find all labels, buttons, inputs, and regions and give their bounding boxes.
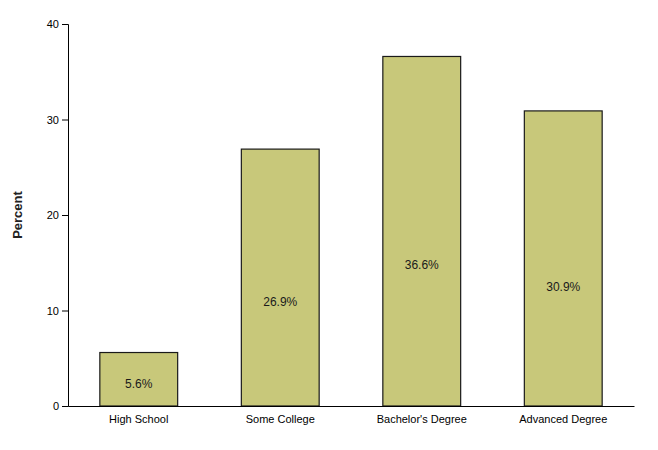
x-tick-label: Advanced Degree: [519, 413, 607, 425]
x-axis: High School Some College Bachelor's Degree…: [69, 407, 635, 425]
y-tick-label: 40: [47, 18, 59, 30]
y-tick: 20: [47, 209, 68, 221]
y-tick-label: 20: [47, 209, 59, 221]
data-label: 36.6%: [405, 258, 439, 272]
y-axis-title: Percent: [10, 190, 25, 238]
y-tick-mark: [62, 406, 68, 407]
data-label: 5.6%: [125, 377, 153, 391]
data-label: 30.9%: [546, 280, 580, 294]
x-axis-line: [69, 406, 635, 407]
bars: [100, 56, 602, 406]
y-tick-label: 0: [53, 400, 59, 412]
x-tick-label: High School: [109, 413, 168, 425]
y-tick-mark: [62, 215, 68, 216]
x-tick: Some College: [246, 413, 315, 425]
bar: [383, 56, 461, 406]
y-tick: 30: [47, 114, 68, 126]
data-labels: 5.6% 26.9% 36.6% 30.9%: [125, 258, 581, 390]
chart-svg: 0 10 20 30 40 High School Some College Bachelor…: [0, 0, 658, 450]
bar: [524, 111, 602, 406]
y-axis: 0 10 20 30 40: [47, 18, 69, 412]
chart-container: 0 10 20 30 40 High School Some College Bachelor…: [0, 0, 658, 450]
y-tick-label: 10: [47, 305, 59, 317]
data-label: 26.9%: [263, 295, 297, 309]
x-tick-label: Bachelor's Degree: [377, 413, 467, 425]
x-tick: Advanced Degree: [519, 413, 607, 425]
y-tick-mark: [62, 24, 68, 25]
x-tick-label: Some College: [246, 413, 315, 425]
y-tick-mark: [62, 120, 68, 121]
y-tick: 0: [53, 400, 68, 412]
x-tick: Bachelor's Degree: [377, 413, 467, 425]
bar: [100, 353, 178, 406]
y-tick: 40: [47, 18, 68, 30]
x-tick: High School: [109, 413, 168, 425]
y-tick-mark: [62, 311, 68, 312]
plot-area: 0 10 20 30 40 High School Some College Bachelor…: [10, 18, 635, 425]
y-tick: 10: [47, 305, 68, 317]
y-tick-label: 30: [47, 114, 59, 126]
y-axis-line: [62, 25, 69, 407]
bar: [241, 149, 319, 406]
